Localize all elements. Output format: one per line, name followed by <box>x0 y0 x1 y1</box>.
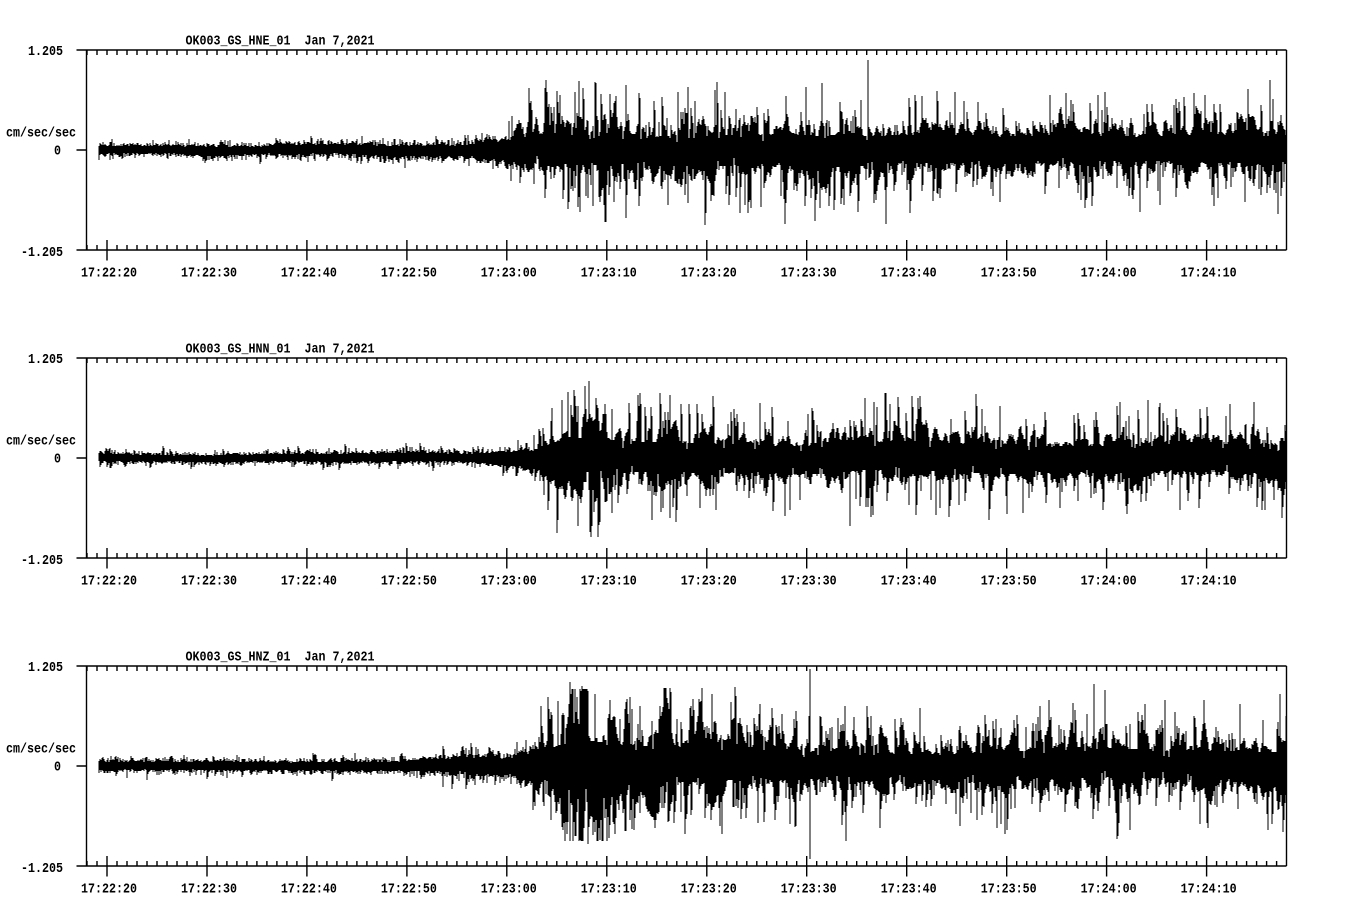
svg-text:17:23:10: 17:23:10 <box>581 574 637 590</box>
svg-text:-1.205: -1.205 <box>21 861 63 877</box>
svg-text:17:23:20: 17:23:20 <box>681 574 737 590</box>
svg-text:17:22:30: 17:22:30 <box>181 882 237 898</box>
svg-text:OK003_GS_HNE_01 Jan 7,2021: OK003_GS_HNE_01 Jan 7,2021 <box>186 34 375 50</box>
svg-text:1.205: 1.205 <box>28 44 63 60</box>
svg-text:cm/sec/sec: cm/sec/sec <box>6 742 76 758</box>
svg-text:1.205: 1.205 <box>28 352 63 368</box>
svg-text:1.205: 1.205 <box>28 660 63 676</box>
svg-text:0: 0 <box>54 760 61 776</box>
svg-text:17:23:40: 17:23:40 <box>881 574 937 590</box>
svg-text:17:23:50: 17:23:50 <box>981 574 1037 590</box>
svg-text:17:22:50: 17:22:50 <box>381 882 437 898</box>
svg-text:OK003_GS_HNN_01 Jan 7,2021: OK003_GS_HNN_01 Jan 7,2021 <box>186 342 375 358</box>
svg-text:17:24:10: 17:24:10 <box>1181 266 1237 282</box>
svg-text:17:23:10: 17:23:10 <box>581 882 637 898</box>
svg-text:17:24:10: 17:24:10 <box>1181 574 1237 590</box>
svg-text:17:23:40: 17:23:40 <box>881 882 937 898</box>
svg-text:17:23:50: 17:23:50 <box>981 266 1037 282</box>
svg-text:17:22:50: 17:22:50 <box>381 266 437 282</box>
svg-text:17:24:00: 17:24:00 <box>1081 266 1137 282</box>
svg-text:cm/sec/sec: cm/sec/sec <box>6 434 76 450</box>
svg-text:0: 0 <box>54 452 61 468</box>
svg-text:-1.205: -1.205 <box>21 245 63 261</box>
svg-text:17:23:10: 17:23:10 <box>581 266 637 282</box>
svg-text:17:22:50: 17:22:50 <box>381 574 437 590</box>
svg-text:-1.205: -1.205 <box>21 553 63 569</box>
svg-text:17:24:10: 17:24:10 <box>1181 882 1237 898</box>
svg-text:0: 0 <box>54 144 61 160</box>
svg-text:17:23:20: 17:23:20 <box>681 882 737 898</box>
svg-text:17:22:20: 17:22:20 <box>81 882 137 898</box>
svg-text:17:22:30: 17:22:30 <box>181 574 237 590</box>
svg-text:17:23:40: 17:23:40 <box>881 266 937 282</box>
svg-text:17:22:20: 17:22:20 <box>81 266 137 282</box>
svg-text:17:23:50: 17:23:50 <box>981 882 1037 898</box>
svg-text:17:22:30: 17:22:30 <box>181 266 237 282</box>
svg-text:17:24:00: 17:24:00 <box>1081 574 1137 590</box>
svg-text:17:22:20: 17:22:20 <box>81 574 137 590</box>
svg-text:17:23:20: 17:23:20 <box>681 266 737 282</box>
svg-text:17:22:40: 17:22:40 <box>281 266 337 282</box>
svg-text:17:23:00: 17:23:00 <box>481 882 537 898</box>
svg-text:17:23:00: 17:23:00 <box>481 574 537 590</box>
svg-text:17:23:30: 17:23:30 <box>781 882 837 898</box>
svg-text:17:23:30: 17:23:30 <box>781 574 837 590</box>
svg-text:17:23:30: 17:23:30 <box>781 266 837 282</box>
svg-text:17:22:40: 17:22:40 <box>281 882 337 898</box>
svg-text:17:24:00: 17:24:00 <box>1081 882 1137 898</box>
svg-text:OK003_GS_HNZ_01 Jan 7,2021: OK003_GS_HNZ_01 Jan 7,2021 <box>186 650 375 666</box>
svg-text:17:23:00: 17:23:00 <box>481 266 537 282</box>
svg-text:17:22:40: 17:22:40 <box>281 574 337 590</box>
svg-text:cm/sec/sec: cm/sec/sec <box>6 126 76 142</box>
